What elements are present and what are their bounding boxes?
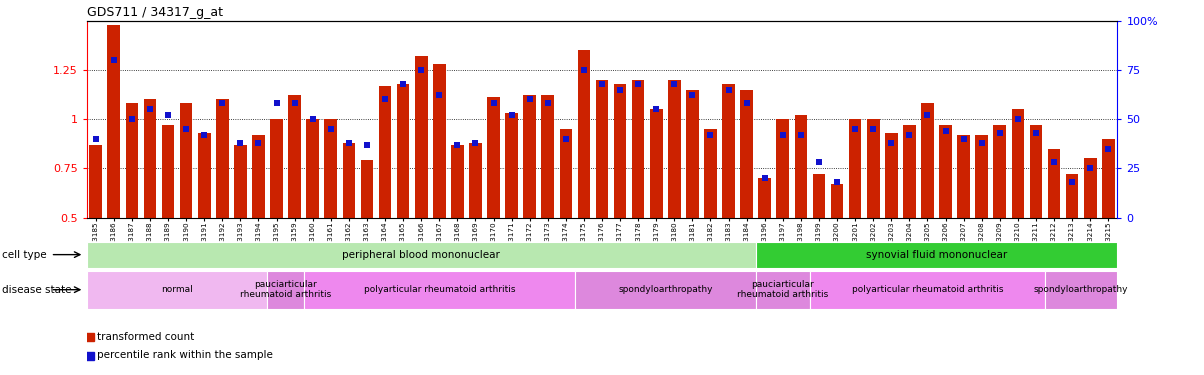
Text: cell type: cell type <box>2 250 47 259</box>
Text: transformed count: transformed count <box>98 332 195 342</box>
Bar <box>756 271 810 309</box>
Bar <box>216 99 229 218</box>
Bar <box>686 90 698 218</box>
Bar <box>1011 109 1025 217</box>
Bar <box>89 145 102 218</box>
Text: synovial fluid mononuclear: synovial fluid mononuclear <box>866 250 1007 259</box>
Bar <box>488 98 500 218</box>
Bar <box>361 160 373 218</box>
Bar <box>560 129 572 218</box>
Bar <box>542 96 554 218</box>
Text: peripheral blood mononuclear: peripheral blood mononuclear <box>342 250 500 259</box>
Bar <box>303 271 574 309</box>
Bar <box>1102 139 1115 218</box>
Bar <box>650 109 662 217</box>
Text: pauciarticular
rheumatoid arthritis: pauciarticular rheumatoid arthritis <box>737 280 828 299</box>
Bar <box>234 145 247 218</box>
Bar <box>252 135 265 218</box>
Bar <box>759 178 771 218</box>
Bar <box>795 115 807 218</box>
Bar <box>143 99 157 218</box>
Bar <box>777 119 789 218</box>
Bar <box>506 113 518 218</box>
Bar <box>957 135 970 218</box>
Bar <box>270 119 283 218</box>
Text: normal: normal <box>161 285 193 294</box>
Text: percentile rank within the sample: percentile rank within the sample <box>98 351 273 360</box>
Bar <box>596 80 608 218</box>
Bar <box>831 184 843 218</box>
Bar <box>267 271 303 309</box>
Bar <box>107 25 120 218</box>
Bar <box>125 104 138 218</box>
Text: polyarticular rheumatoid arthritis: polyarticular rheumatoid arthritis <box>364 285 515 294</box>
Bar <box>433 64 445 217</box>
Bar <box>197 133 211 218</box>
Bar <box>921 104 934 218</box>
Bar <box>470 143 482 218</box>
Text: spondyloarthropathy: spondyloarthropathy <box>618 285 713 294</box>
Bar <box>740 90 752 218</box>
Bar <box>87 242 756 268</box>
Bar <box>1045 271 1117 309</box>
Bar <box>306 119 319 218</box>
Bar <box>668 80 680 218</box>
Bar <box>867 119 880 218</box>
Bar <box>415 56 427 217</box>
Bar <box>614 84 626 218</box>
Bar <box>1029 125 1043 217</box>
Bar <box>1047 148 1061 217</box>
Bar <box>813 174 825 217</box>
Bar <box>756 242 1117 268</box>
Bar <box>903 125 916 217</box>
Text: polyarticular rheumatoid arthritis: polyarticular rheumatoid arthritis <box>851 285 1003 294</box>
Bar <box>849 119 862 218</box>
Bar <box>704 129 716 218</box>
Text: pauciarticular
rheumatoid arthritis: pauciarticular rheumatoid arthritis <box>240 280 331 299</box>
Bar <box>324 119 337 218</box>
Bar <box>1066 174 1079 217</box>
Text: spondyloarthropathy: spondyloarthropathy <box>1034 285 1128 294</box>
Bar <box>632 80 644 218</box>
Bar <box>578 50 590 217</box>
Bar <box>939 125 952 217</box>
Bar <box>1084 158 1097 218</box>
Bar <box>288 96 301 218</box>
Bar <box>397 84 409 218</box>
Bar <box>379 86 391 218</box>
Bar <box>574 271 756 309</box>
Bar <box>179 104 193 218</box>
Text: disease state: disease state <box>2 285 72 295</box>
Bar <box>87 271 267 309</box>
Bar <box>161 125 175 217</box>
Bar <box>975 135 988 218</box>
Bar <box>524 96 536 218</box>
Bar <box>993 125 1007 217</box>
Bar <box>452 145 464 218</box>
Text: GDS711 / 34317_g_at: GDS711 / 34317_g_at <box>87 6 223 20</box>
Bar <box>810 271 1045 309</box>
Bar <box>722 84 734 218</box>
Bar <box>342 143 355 218</box>
Bar <box>885 133 898 218</box>
